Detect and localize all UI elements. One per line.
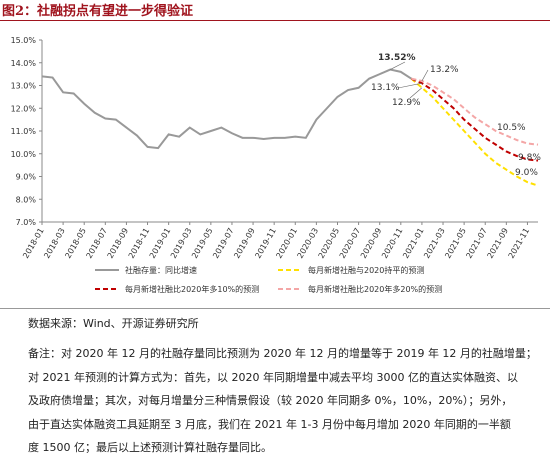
annotation-leader	[421, 69, 429, 82]
series-line	[410, 77, 539, 187]
annotation-leader	[390, 61, 406, 70]
y-tick-label: 12.0%	[11, 104, 37, 113]
y-tick-label: 8.0%	[16, 195, 37, 204]
x-tick-label: 2021-11	[507, 227, 532, 260]
annotation: 9.8%	[518, 153, 541, 163]
y-tick-label: 14.0%	[11, 59, 37, 68]
annotation: 13.1%	[371, 83, 400, 93]
y-tick-label: 9.0%	[16, 173, 37, 182]
source: 数据来源：Wind、开源证券研究所	[28, 317, 199, 330]
note-line: 及政府债增量；其次，对每月增量分三种情景假设（较 2020 年同期多 0%，10…	[28, 394, 513, 407]
note-line: 由于直达实体融资工具延期至 3 月底，我们在 2021 年 1-3 月份中每月增…	[28, 417, 511, 431]
title-rule	[0, 20, 550, 21]
annotation-leader	[397, 82, 422, 89]
annotation: 10.5%	[497, 123, 526, 133]
chart: 7.0% 8.0% 9.0% 10.0% 11.0% 12.0% 13.0% 14.0% 15.…	[11, 36, 542, 294]
legend-label: 社融存量：同比增速	[125, 265, 197, 275]
y-tick-label: 7.0%	[16, 218, 37, 227]
y-tick-label: 11.0%	[11, 127, 37, 136]
note-line: 度 1500 亿；最后以上述预测计算社融存量同比。	[28, 441, 272, 453]
annotation: 9.0%	[515, 168, 538, 178]
legend-label: 每月新增社融比2020年多20%的预测	[308, 284, 442, 294]
annotation: 12.9%	[392, 98, 421, 108]
y-tick-label: 15.0%	[11, 36, 37, 45]
y-tick-label: 10.0%	[11, 150, 37, 159]
y-tick-label: 13.0%	[11, 82, 37, 91]
legend-label: 每月新增社融比2020年多10%的预测	[125, 284, 259, 294]
note-line: 对 2021 年预测的计算方式为：首先，以 2020 年同期增量中减去平均 30…	[28, 370, 518, 384]
figure-title: 图2：社融拐点有望进一步得验证	[2, 4, 194, 19]
series-line	[41, 68, 412, 150]
notes: 备注：对 2020 年 12 月的社融存量同比预测为 2020 年 12 月的增…	[28, 345, 548, 453]
annotation: 13.52%	[378, 53, 416, 63]
annotation-leader	[409, 87, 423, 99]
note-line: 备注：对 2020 年 12 月的社融存量同比预测为 2020 年 12 月的增…	[28, 347, 537, 360]
series-line	[410, 77, 539, 162]
legend-label: 每月新增社融与2020持平的预测	[308, 265, 424, 275]
annotation: 13.2%	[430, 65, 459, 75]
chart-rule	[0, 308, 550, 309]
series-line	[411, 77, 539, 146]
